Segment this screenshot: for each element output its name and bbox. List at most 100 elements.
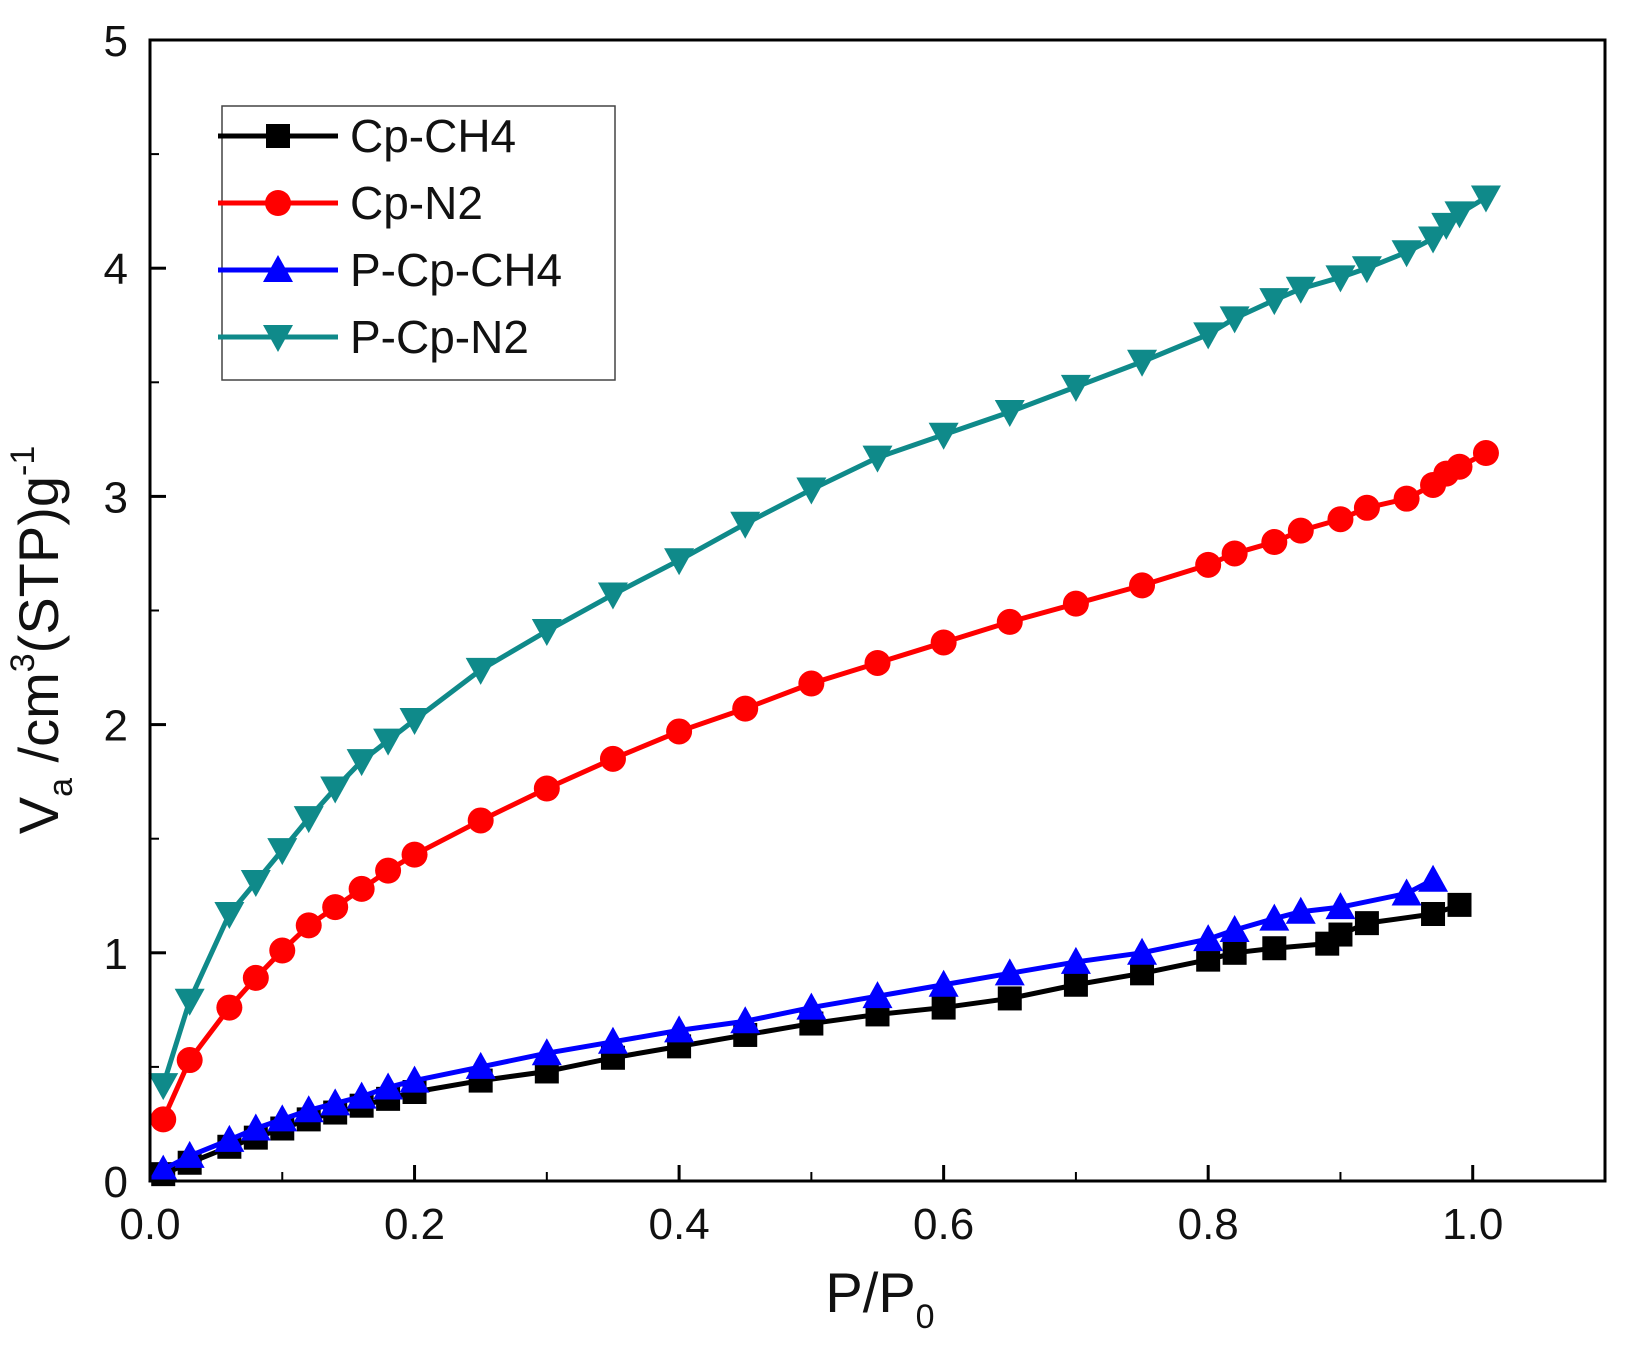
data-point <box>730 1006 761 1034</box>
legend-item: Cp-N2 <box>218 177 483 229</box>
data-point <box>1444 201 1475 229</box>
data-point <box>732 695 759 722</box>
data-point <box>1325 892 1356 920</box>
y-tick-label: 3 <box>104 473 128 522</box>
data-point <box>1431 212 1462 240</box>
data-point <box>148 1154 179 1182</box>
data-point <box>1354 911 1379 936</box>
data-point <box>1261 529 1288 556</box>
data-point <box>322 894 349 921</box>
series-cp-n2 <box>150 440 1499 1133</box>
axis-layer: 0.0 0.2 0.4 0.6 0.8 1.0 0 1 2 3 4 5 <box>104 17 1606 1249</box>
data-point <box>1325 265 1356 293</box>
data-point <box>864 649 891 676</box>
data-point <box>267 838 298 866</box>
data-point <box>1470 185 1501 213</box>
data-point <box>373 728 404 756</box>
x-tick-label: 0.2 <box>384 1200 445 1249</box>
data-point <box>796 992 827 1020</box>
data-point <box>320 776 351 804</box>
data-point <box>1285 896 1316 924</box>
data-point <box>1418 226 1449 254</box>
x-axis-title: P/P0 <box>825 1261 934 1336</box>
data-point <box>240 870 271 898</box>
legend-marker <box>266 124 290 148</box>
y-tick-label: 5 <box>104 17 128 66</box>
data-point <box>1219 914 1250 942</box>
data-point <box>533 775 560 802</box>
data-point <box>242 964 269 991</box>
data-point <box>1060 946 1091 974</box>
data-point <box>531 1038 562 1066</box>
data-point <box>1287 517 1314 544</box>
data-point <box>930 629 957 656</box>
data-point <box>1196 947 1221 972</box>
data-point <box>862 981 893 1009</box>
y-tick-label: 1 <box>104 930 128 979</box>
data-point <box>664 1015 695 1043</box>
data-point <box>1259 903 1290 931</box>
data-point <box>467 807 494 834</box>
data-point <box>1219 306 1250 334</box>
data-point <box>1421 902 1446 927</box>
data-point <box>1222 940 1247 965</box>
series-p-cp-n2 <box>148 185 1501 1101</box>
data-point <box>531 619 562 647</box>
legend-marker <box>263 255 293 282</box>
data-point <box>1418 864 1449 892</box>
data-point <box>994 399 1025 427</box>
data-point <box>664 548 695 576</box>
data-point <box>994 958 1025 986</box>
y-tick-label: 0 <box>104 1158 128 1207</box>
legend-item: P-Cp-CH4 <box>218 244 562 296</box>
y-tick-label: 4 <box>104 245 128 294</box>
data-point <box>346 749 377 777</box>
data-point <box>1060 374 1091 402</box>
data-point <box>1262 936 1287 961</box>
data-point <box>798 670 825 697</box>
legend-label: P-Cp-CH4 <box>350 244 562 296</box>
data-point <box>176 1047 203 1074</box>
data-point <box>666 718 693 745</box>
data-point <box>348 875 375 902</box>
legend-label: Cp-N2 <box>350 177 483 229</box>
data-point <box>174 1140 205 1168</box>
data-point <box>240 1113 271 1141</box>
data-point <box>216 994 243 1021</box>
data-point <box>401 841 428 868</box>
data-point <box>597 582 628 610</box>
data-point <box>928 422 959 450</box>
data-point <box>862 445 893 473</box>
legend-item: P-Cp-N2 <box>218 311 529 363</box>
data-point <box>150 1106 177 1133</box>
legend-items: Cp-CH4 Cp-N2 P-Cp-CH4 P-Cp-N2 <box>218 110 562 363</box>
data-point <box>269 937 296 964</box>
data-point <box>373 1072 404 1100</box>
y-tick-label: 2 <box>104 702 128 751</box>
data-point <box>174 988 205 1016</box>
series-line <box>162 877 1435 1172</box>
legend-item: Cp-CH4 <box>218 110 516 162</box>
legend-label: Cp-CH4 <box>350 110 516 162</box>
data-point <box>730 511 761 539</box>
y-axis-title: Va /cm3(STP)g-1 <box>4 446 80 835</box>
data-point <box>267 1104 298 1132</box>
data-point <box>399 1065 430 1093</box>
legend-marker <box>263 325 293 352</box>
data-point <box>1195 551 1222 578</box>
data-point <box>1063 972 1088 997</box>
data-point <box>465 657 496 685</box>
x-tick-label: 0.8 <box>1178 1200 1239 1249</box>
series-cp-ch4 <box>151 892 1472 1187</box>
data-point <box>214 1124 245 1152</box>
data-point <box>399 708 430 736</box>
data-point <box>928 969 959 997</box>
legend: Cp-CH4 Cp-N2 P-Cp-CH4 P-Cp-N2 <box>218 105 616 381</box>
legend-label: P-Cp-N2 <box>350 311 529 363</box>
data-point <box>346 1081 377 1109</box>
data-point <box>597 1026 628 1054</box>
data-point <box>1472 440 1499 467</box>
data-point <box>1447 892 1472 917</box>
data-point <box>1327 506 1354 533</box>
